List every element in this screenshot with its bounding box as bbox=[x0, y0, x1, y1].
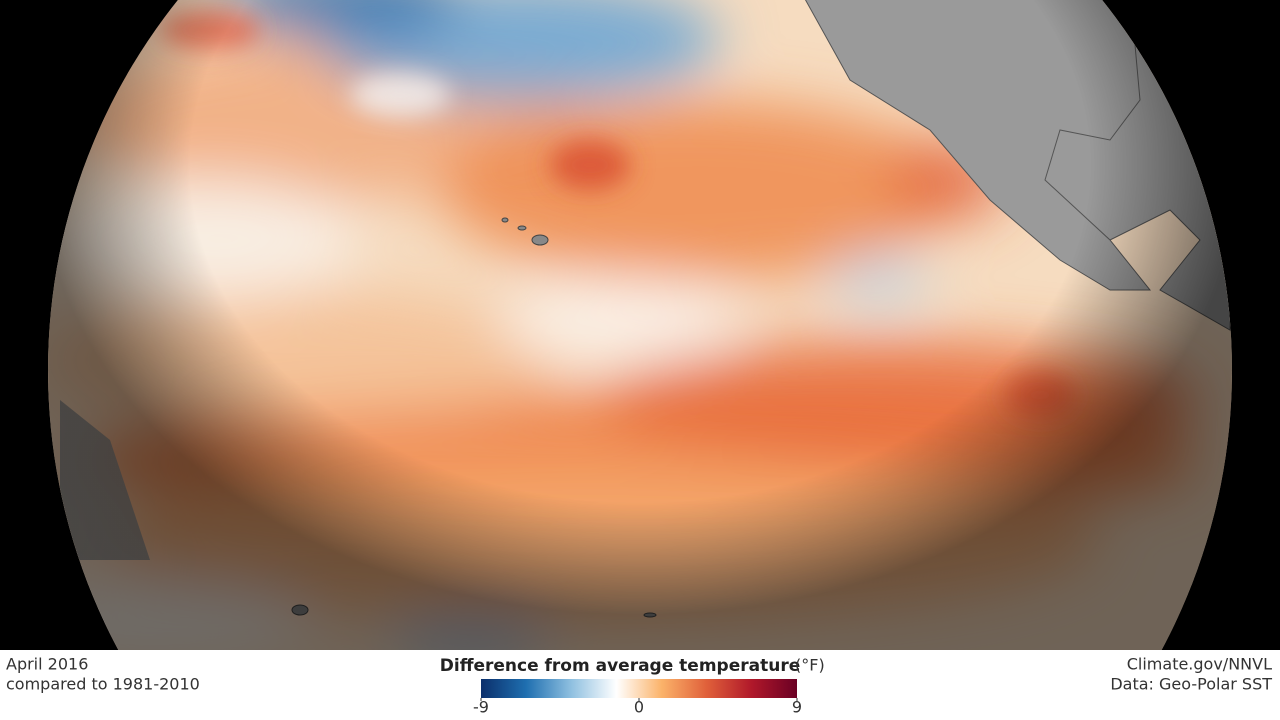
data-credit: Data: Geo-Polar SST bbox=[1110, 675, 1272, 694]
date: April 2016 bbox=[6, 655, 88, 674]
colorbar-tick-label: 9 bbox=[792, 698, 802, 717]
colorbar-tick-label: -9 bbox=[473, 698, 489, 717]
legend-title: Difference from average temperature bbox=[440, 656, 801, 676]
source: Climate.gov/NNVL bbox=[1127, 655, 1272, 674]
baseline: compared to 1981-2010 bbox=[6, 675, 200, 694]
colorbar-gradient bbox=[481, 679, 797, 698]
globe bbox=[48, 0, 1232, 660]
globe-shading bbox=[48, 0, 1232, 660]
colorbar-tick-label: 0 bbox=[634, 698, 644, 717]
legend-unit: (°F) bbox=[795, 656, 825, 675]
colorbar: -9 0 9 bbox=[473, 679, 802, 717]
